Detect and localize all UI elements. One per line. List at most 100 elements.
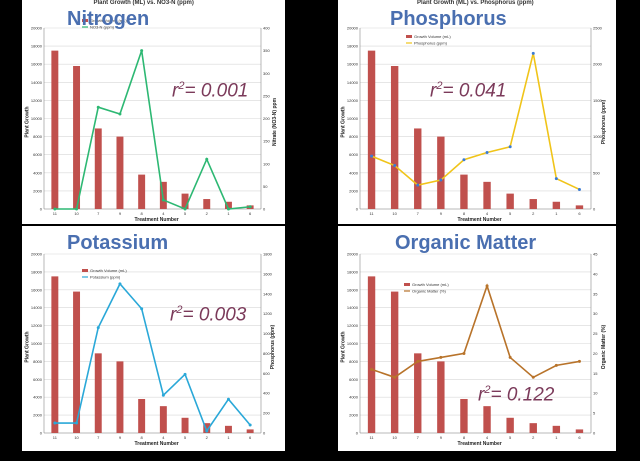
y-tick-label: 14000: [31, 80, 43, 85]
y-axis-label: Plant Growth: [24, 105, 31, 138]
chart-svg: 0200040006000800010000120001400016000180…: [31, 18, 271, 216]
legend-label: Growth Volume (mL): [90, 18, 127, 23]
bar: [224, 425, 232, 433]
x-tick-label: 5: [509, 211, 512, 216]
bar: [367, 50, 376, 209]
bar: [138, 174, 146, 209]
y2-tick-label: 100: [263, 161, 270, 166]
data-point: [485, 151, 489, 155]
legend-label: NO3-N (ppm): [90, 25, 115, 30]
y-tick-label: 6000: [349, 152, 359, 157]
y2-axis-label: Organic Matter (%): [601, 324, 608, 369]
y2-tick-label: 1600: [263, 271, 273, 276]
data-point: [183, 372, 187, 376]
y-tick-label: 0: [40, 207, 43, 212]
bar: [437, 136, 445, 209]
chart-title: Potassium: [67, 232, 169, 254]
y-tick-label: 4000: [349, 170, 359, 175]
x-tick-label: 5: [184, 211, 187, 216]
x-tick-label: 1: [555, 435, 558, 440]
y-tick-label: 2000: [33, 413, 43, 418]
legend-label: Growth Volume (mL): [90, 268, 127, 273]
legend-label: Potassium (ppm): [90, 275, 121, 280]
r-squared-value: 0.003: [198, 304, 247, 326]
x-tick-label: 4: [162, 435, 165, 440]
data-point: [577, 359, 581, 363]
series-line: [371, 283, 580, 379]
x-tick-label: 6: [578, 211, 581, 216]
x-tick-label: 9: [440, 211, 443, 216]
x-tick-label: 9: [119, 211, 122, 216]
y2-tick-label: 1800: [263, 252, 273, 257]
chart-panel-potassium: 0 2000 4000 6000 8000 10000 12000 14000 16000 180…: [22, 226, 285, 451]
data-point: [118, 112, 122, 116]
y-tick-label: 14000: [31, 305, 43, 310]
bar: [575, 429, 584, 433]
y2-tick-label: 2500: [593, 26, 603, 31]
bar: [529, 199, 537, 209]
chart-title: Nitrogen: [67, 8, 150, 30]
x-axis-label: Treatment Number: [134, 217, 179, 223]
legend-swatch-bar: [404, 283, 410, 286]
data-point: [554, 177, 558, 181]
y-tick-label: 2000: [349, 188, 359, 193]
x-tick-label: 5: [509, 435, 512, 440]
x-tick-label: 4: [486, 435, 489, 440]
y-tick-label: 12000: [31, 323, 43, 328]
series-line: [54, 282, 251, 433]
data-point: [416, 359, 420, 363]
y2-tick-label: 0: [263, 207, 266, 212]
x-tick-label: 10: [74, 211, 79, 216]
x-tick-label: 1: [227, 435, 230, 440]
data-point: [75, 421, 79, 425]
x-tick-label: 11: [53, 435, 58, 440]
bar: [224, 201, 232, 209]
y2-tick-label: 250: [263, 93, 270, 98]
y2-tick-label: 150: [263, 139, 270, 144]
y-tick-label: 4000: [33, 170, 43, 175]
bar: [552, 201, 561, 209]
y2-axis-label: Nitrate (NO3-N) ppm: [272, 97, 279, 146]
chart-svg: 0200040006000800010000120001400016000180…: [347, 252, 598, 441]
data-point: [248, 423, 252, 427]
chart-panel-nitrogen: 0 2000 4000 6000 8000 10000 12000 14000 16000 180…: [22, 0, 285, 224]
bar: [460, 398, 468, 433]
data-point: [53, 421, 57, 425]
bar: [203, 423, 211, 433]
y2-tick-label: 50: [263, 184, 268, 189]
y2-tick-label: 800: [263, 351, 270, 356]
y-tick-label: 6000: [33, 152, 43, 157]
legend-label: Organic Matter (%): [412, 289, 446, 294]
x-tick-label: 7: [97, 435, 100, 440]
x-tick-label: 8: [141, 435, 144, 440]
x-tick-label: 11: [369, 435, 374, 440]
r-squared-label: r2= 0.003: [170, 304, 247, 326]
x-tick-label: 7: [97, 211, 100, 216]
chart-top-title: Plant Growth (ML) vs. Phosphorus (ppm): [417, 0, 534, 6]
y-axis-label: Plant Growth: [340, 330, 347, 363]
y-tick-label: 20000: [31, 26, 43, 31]
data-point: [462, 351, 466, 355]
y-tick-label: 2000: [33, 188, 43, 193]
x-tick-label: 10: [392, 435, 397, 440]
bar: [94, 128, 102, 209]
data-point: [393, 375, 397, 379]
x-tick-label: 10: [74, 435, 79, 440]
y-tick-label: 18000: [31, 269, 43, 274]
y-tick-label: 0: [356, 207, 359, 212]
y2-tick-label: 1400: [263, 291, 273, 296]
legend-label: Growth Volume (mL): [412, 282, 449, 287]
data-point: [485, 284, 489, 288]
data-point: [439, 178, 443, 182]
chart-panel-organic-matter: 0 2000 4000 6000 8000 10000 12000 14000 16000 180…: [338, 226, 616, 451]
y-tick-label: 10000: [347, 341, 359, 346]
bar: [414, 128, 422, 209]
x-tick-label: 6: [249, 435, 252, 440]
x-axis-label: Treatment Number: [457, 441, 502, 447]
bar: [367, 276, 376, 433]
bar: [203, 199, 211, 209]
y2-tick-label: 2000: [593, 62, 603, 67]
data-point: [531, 51, 535, 55]
r-squared-label: r2= 0.122: [478, 384, 555, 406]
y2-tick-label: 0: [263, 431, 266, 436]
